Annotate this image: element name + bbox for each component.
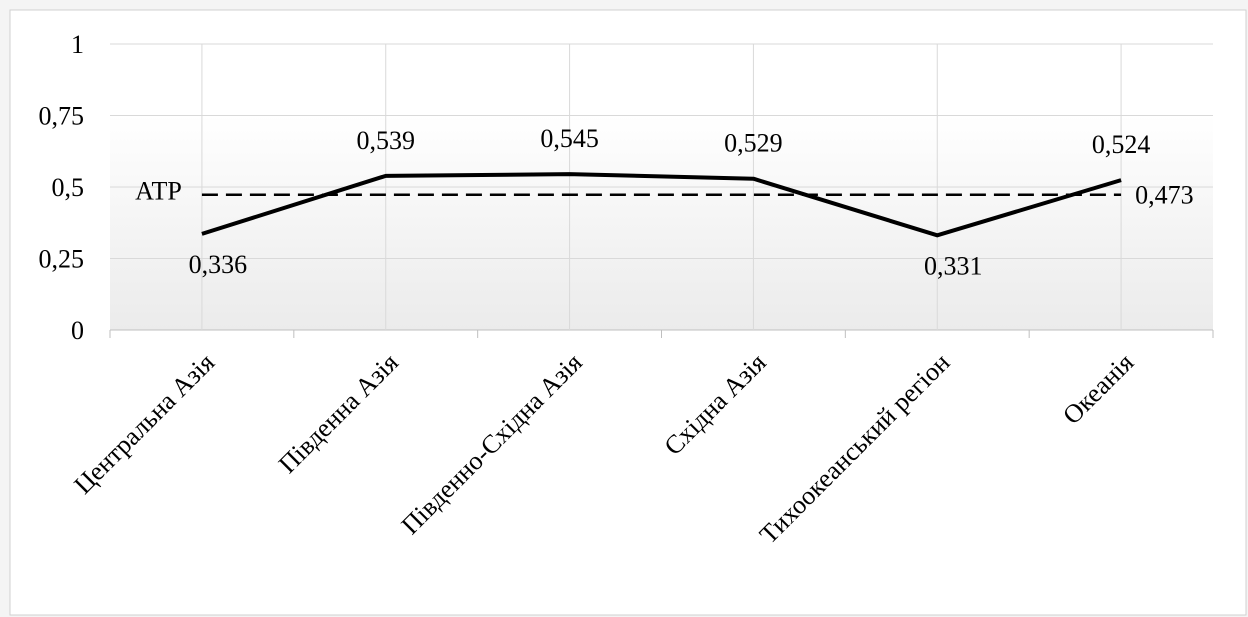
data-label: 0,524: [1092, 130, 1151, 159]
reference-name: АТР: [135, 177, 182, 206]
data-label: 0,529: [724, 129, 783, 158]
y-tick-label: 0,75: [39, 102, 85, 131]
data-line: [201, 172, 1122, 238]
reference-value-label: 0,473: [1135, 181, 1194, 210]
y-tick-label: 0: [71, 316, 84, 345]
y-tick-label: 0,25: [39, 245, 85, 274]
data-label: 0,545: [540, 124, 599, 153]
y-tick-label: 1: [71, 30, 84, 59]
plot-background: [110, 115, 1213, 330]
data-label: 0,336: [189, 250, 248, 279]
data-label: 0,331: [924, 251, 983, 280]
y-tick-label: 0,5: [52, 173, 85, 202]
data-label: 0,539: [357, 126, 416, 155]
